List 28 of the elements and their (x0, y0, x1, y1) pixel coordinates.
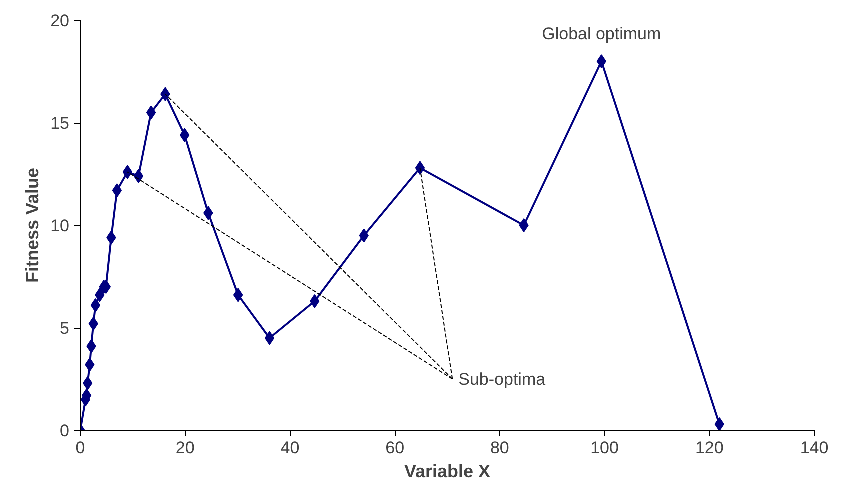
x-tick-label: 60 (386, 438, 405, 458)
y-tick-label: 0 (60, 422, 70, 440)
annotation: Sub-optima (458, 370, 546, 389)
x-tick-label: 140 (800, 438, 829, 458)
annotation: Global optimum (542, 24, 662, 44)
y-tick-label: 5 (60, 319, 70, 338)
point (90, 298, 101, 312)
point (233, 288, 244, 302)
y-tick-label: 15 (50, 114, 70, 133)
point (596, 54, 606, 68)
x-tick-label: 0 (76, 438, 86, 458)
x-tick-label: 80 (490, 438, 510, 458)
x-tick-label: 120 (695, 438, 724, 458)
y-tick-label: 10 (50, 216, 70, 236)
point (112, 184, 122, 198)
point (519, 218, 529, 232)
x-tick-label: 20 (176, 438, 195, 458)
x-tick-label: 40 (280, 438, 300, 458)
point (146, 106, 156, 120)
point (714, 417, 724, 430)
y-axis-title: Fitness Value (22, 168, 43, 284)
point (134, 169, 144, 184)
x-axis-title: Variable X (404, 462, 491, 482)
point (122, 165, 133, 180)
y-tick-label: 20 (50, 12, 70, 30)
point (264, 331, 275, 346)
point (415, 161, 426, 176)
x-tick-label: 100 (590, 438, 619, 458)
